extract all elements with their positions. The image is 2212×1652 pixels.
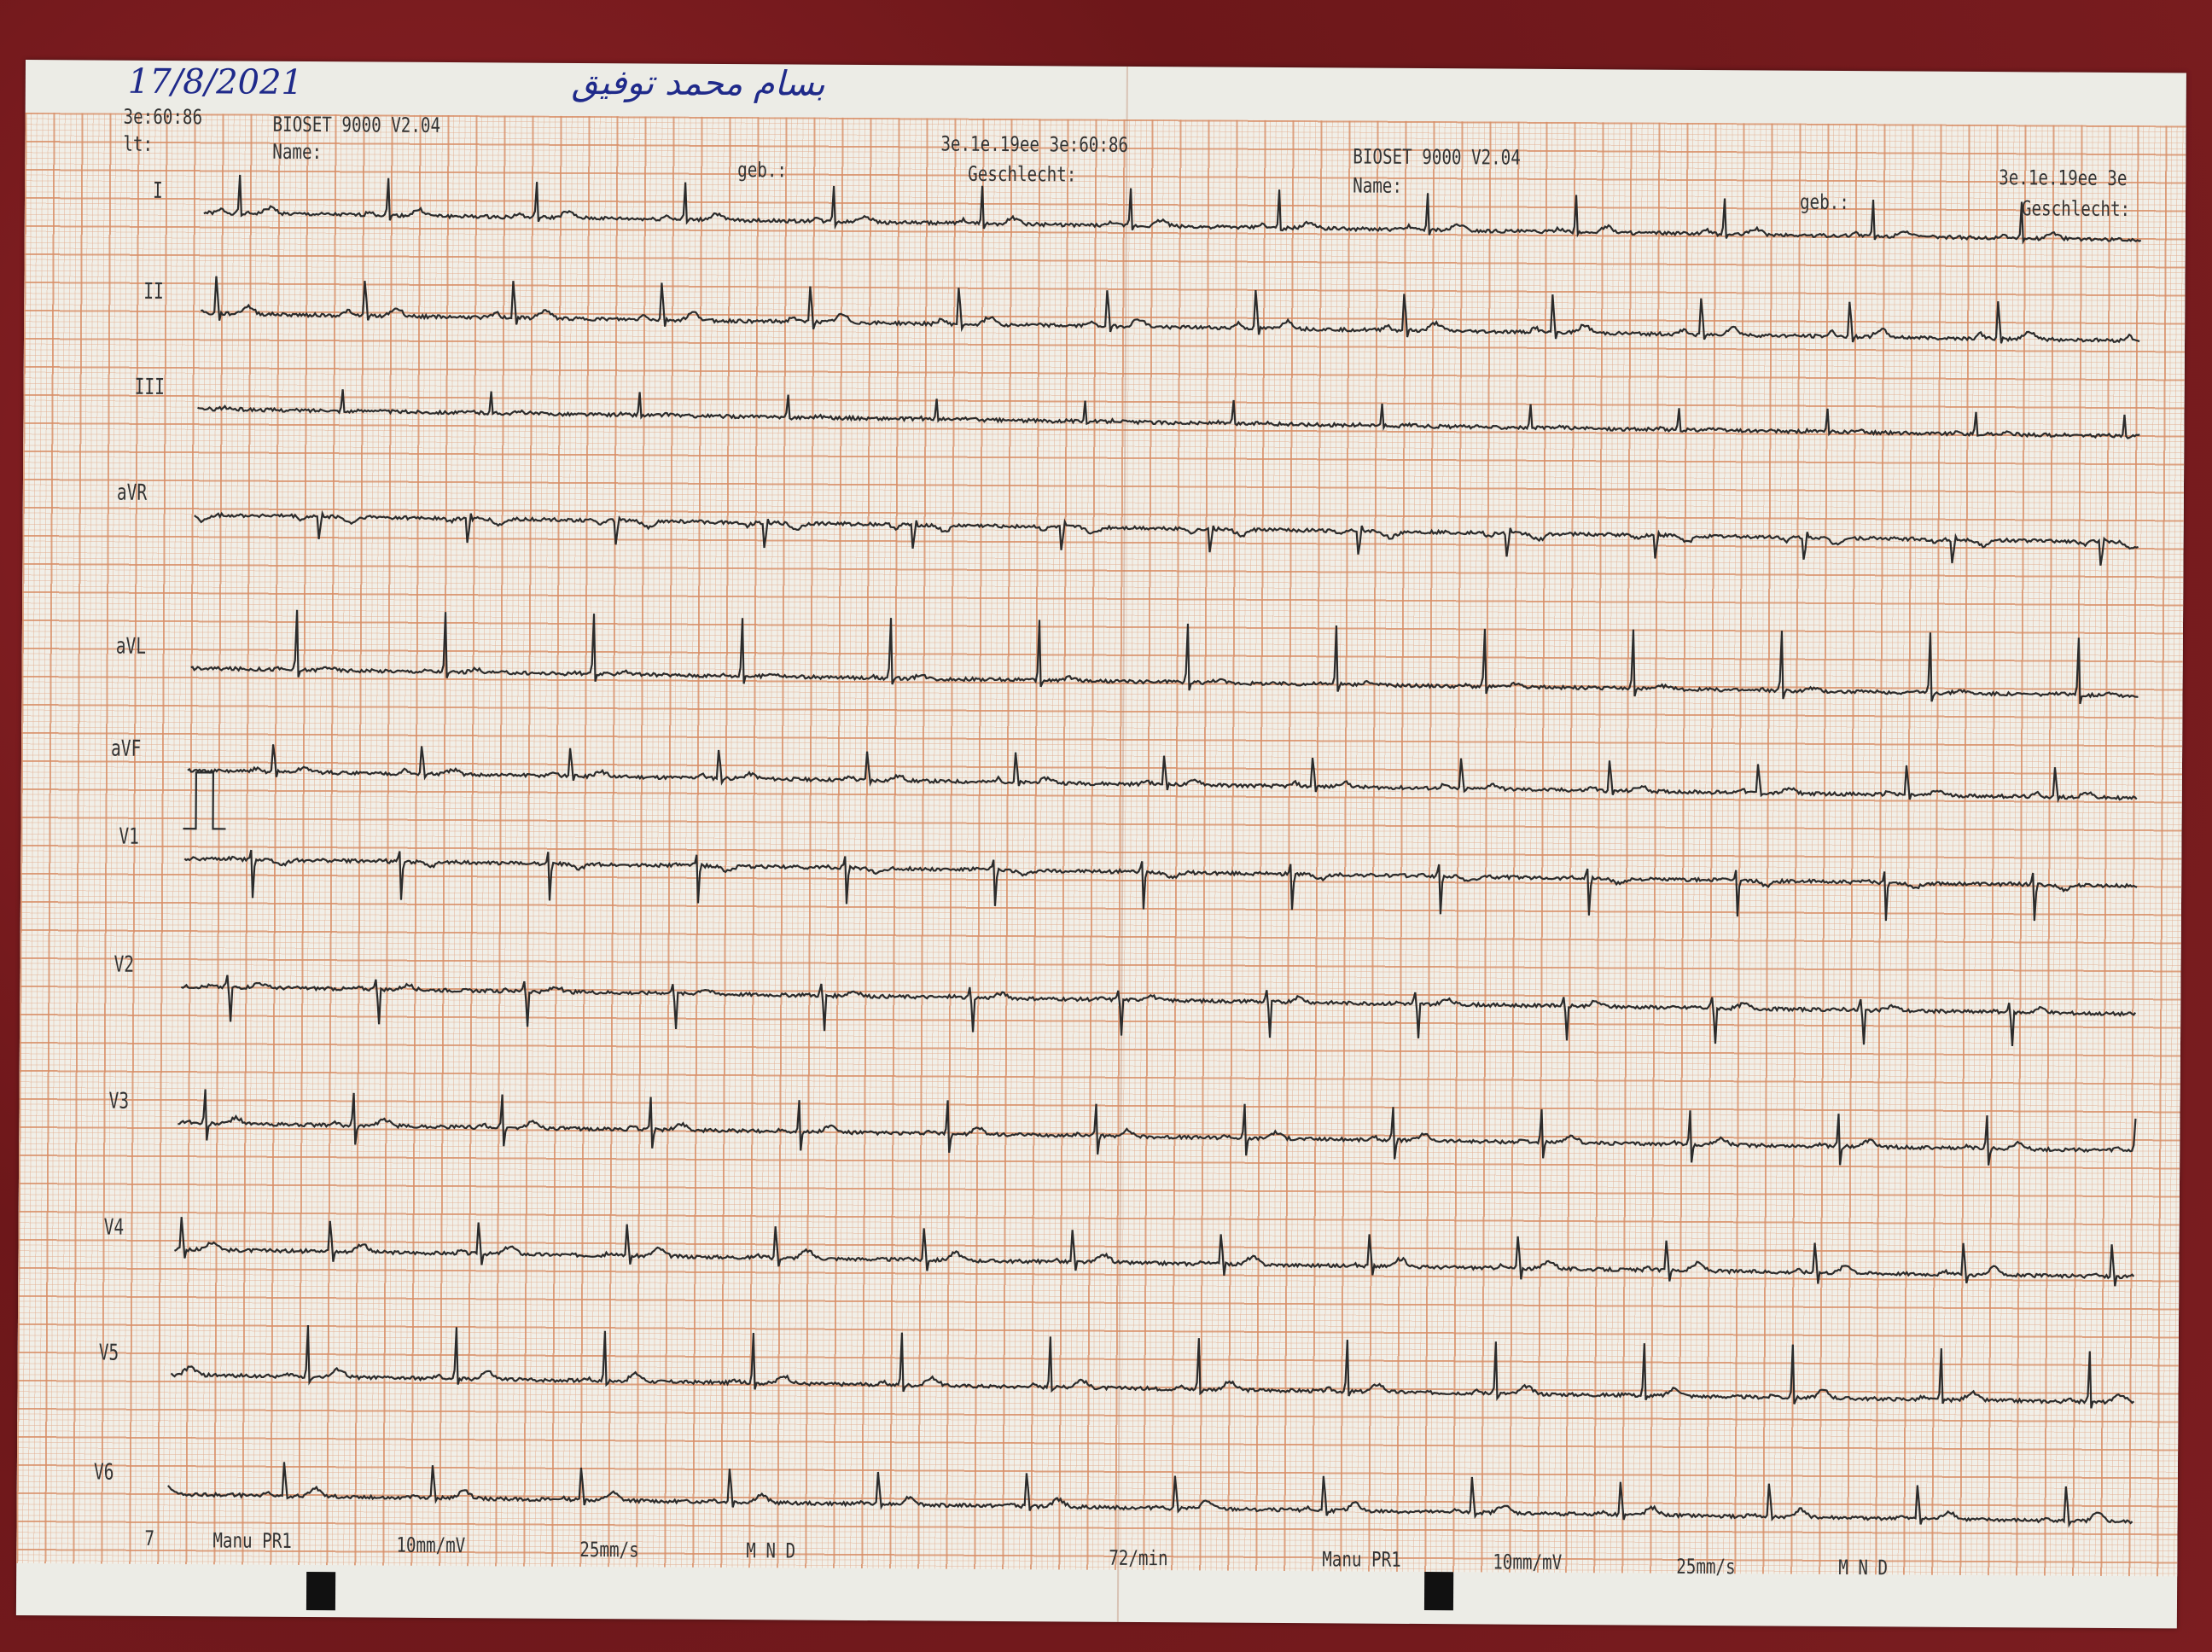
footer-speed-left: 25mm/s [579,1537,639,1562]
ecg-trace-v6 [166,1462,2133,1528]
footer-speed-right: 25mm/s [1676,1554,1736,1579]
ecg-trace-avl [190,609,2139,705]
footer-filters-right: M N D [1838,1556,1889,1580]
ecg-traces [166,174,2142,1528]
footer-mode-left: Manu PR1 [212,1528,292,1553]
ecg-trace-v2 [180,974,2137,1047]
ecg-trace-i [203,174,2142,245]
footer-heart-rate: 72/min [1109,1545,1168,1571]
calibration-pulse [183,771,226,830]
footer-gain-right: 10mm/mV [1493,1550,1563,1575]
footer-mode-right: Manu PR1 [1322,1547,1401,1572]
ecg-trace-v1 [183,849,2138,922]
sync-mark-left [306,1572,336,1611]
footer-gain-left: 10mm/mV [396,1533,466,1558]
ecg-trace-iii [197,389,2140,439]
footer-page: 7 [144,1526,155,1550]
ecg-trace-v4 [173,1217,2135,1287]
ecg-paper: 17/8/2021 بسام محمد توفيق 3e:60:86 BIOSE… [15,60,2186,1629]
sync-mark-right [1423,1572,1454,1611]
ecg-trace-v5 [170,1325,2135,1409]
ecg-trace-ii [201,276,2140,344]
ecg-trace-avr [194,509,2139,566]
footer-filters-left: M N D [746,1539,796,1563]
ecg-trace-v3 [178,1089,2137,1166]
ecg-trace-avf [187,744,2138,804]
